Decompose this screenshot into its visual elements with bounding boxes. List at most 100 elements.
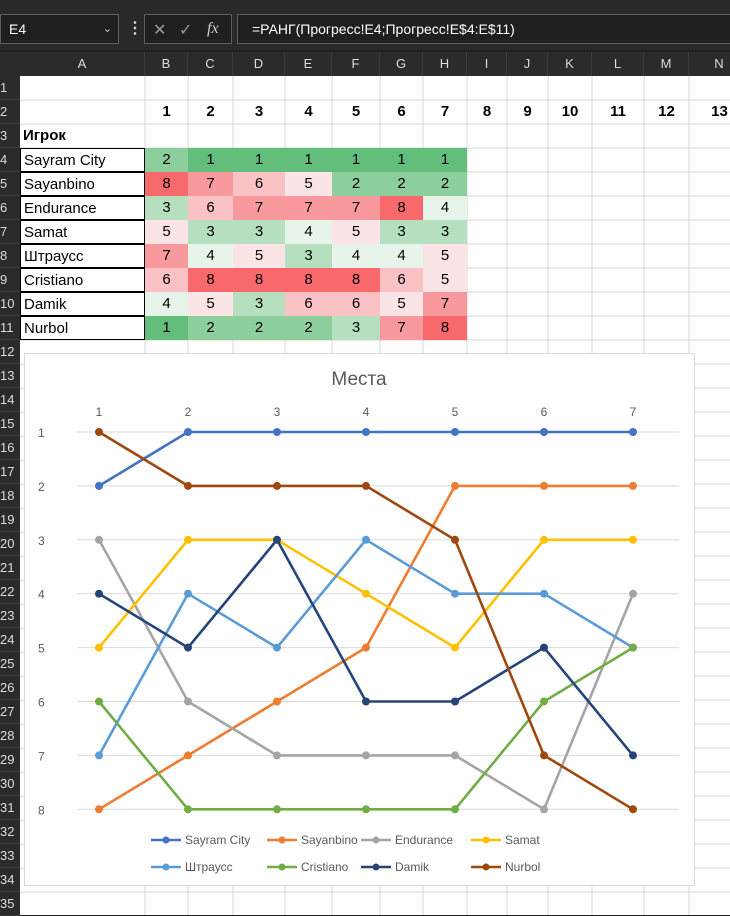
header-number-cell[interactable]: 8 <box>482 103 492 120</box>
rank-cell[interactable]: 4 <box>145 292 188 316</box>
rank-cell[interactable]: 2 <box>145 148 188 172</box>
rank-cell[interactable]: 6 <box>145 268 188 292</box>
rank-cell[interactable]: 6 <box>380 268 423 292</box>
column-header-h[interactable]: H <box>423 52 467 76</box>
rank-cell[interactable]: 1 <box>285 148 332 172</box>
confirm-icon[interactable]: ✓ <box>179 22 193 39</box>
rank-cell[interactable]: 7 <box>332 196 380 220</box>
row-header-28[interactable]: 28 <box>0 724 20 748</box>
row-header-8[interactable]: 8 <box>0 244 20 268</box>
player-header-cell[interactable]: Игрок <box>23 127 66 144</box>
row-header-9[interactable]: 9 <box>0 268 20 292</box>
row-header-29[interactable]: 29 <box>0 748 20 772</box>
player-name-cell[interactable]: Endurance <box>20 196 145 220</box>
row-header-27[interactable]: 27 <box>0 700 20 724</box>
row-header-4[interactable]: 4 <box>0 148 20 172</box>
column-header-b[interactable]: B <box>145 52 188 76</box>
row-header-26[interactable]: 26 <box>0 676 20 700</box>
row-header-19[interactable]: 19 <box>0 508 20 532</box>
row-header-1[interactable]: 1 <box>0 76 20 100</box>
rank-cell[interactable]: 3 <box>332 316 380 340</box>
select-all-corner[interactable] <box>0 52 20 76</box>
rank-cell[interactable]: 1 <box>188 148 233 172</box>
row-header-24[interactable]: 24 <box>0 628 20 652</box>
rank-cell[interactable]: 7 <box>380 316 423 340</box>
row-header-17[interactable]: 17 <box>0 460 20 484</box>
rank-cell[interactable]: 5 <box>423 244 467 268</box>
column-header-j[interactable]: J <box>507 52 548 76</box>
rank-cell[interactable]: 3 <box>188 220 233 244</box>
row-header-23[interactable]: 23 <box>0 604 20 628</box>
chevron-down-icon[interactable]: ⌄ <box>102 23 112 35</box>
row-header-10[interactable]: 10 <box>0 292 20 316</box>
header-number-cell[interactable]: 6 <box>397 103 406 120</box>
rank-cell[interactable]: 5 <box>233 244 285 268</box>
row-header-33[interactable]: 33 <box>0 844 20 868</box>
column-header-n[interactable]: N <box>689 52 730 76</box>
rank-cell[interactable]: 2 <box>332 172 380 196</box>
row-header-14[interactable]: 14 <box>0 388 20 412</box>
chart-places[interactable]: Места 1 2 3 4 5 6 7 8 1 2 3 4 5 6 7 Sayram City Sayanbin… <box>24 353 695 886</box>
header-number-cell[interactable]: 5 <box>351 103 361 120</box>
rank-cell[interactable]: 7 <box>188 172 233 196</box>
cancel-icon[interactable]: ✕ <box>153 22 167 39</box>
row-header-31[interactable]: 31 <box>0 796 20 820</box>
header-number-cell[interactable]: 10 <box>561 103 579 120</box>
rank-cell[interactable]: 1 <box>233 148 285 172</box>
rank-cell[interactable]: 1 <box>145 316 188 340</box>
row-header-34[interactable]: 34 <box>0 868 20 892</box>
column-header-l[interactable]: L <box>592 52 644 76</box>
rank-cell[interactable]: 3 <box>423 220 467 244</box>
row-header-16[interactable]: 16 <box>0 436 20 460</box>
player-name-cell[interactable]: Штраусс <box>20 244 145 268</box>
rank-cell[interactable]: 5 <box>380 292 423 316</box>
column-header-g[interactable]: G <box>380 52 423 76</box>
rank-cell[interactable]: 8 <box>188 268 233 292</box>
rank-cell[interactable]: 7 <box>285 196 332 220</box>
player-name-cell[interactable]: Samat <box>20 220 145 244</box>
column-header-c[interactable]: C <box>188 52 233 76</box>
column-header-f[interactable]: F <box>332 52 380 76</box>
row-header-7[interactable]: 7 <box>0 220 20 244</box>
player-name-cell[interactable]: Sayanbino <box>20 172 145 196</box>
rank-cell[interactable]: 4 <box>380 244 423 268</box>
rank-cell[interactable]: 8 <box>332 268 380 292</box>
row-header-6[interactable]: 6 <box>0 196 20 220</box>
column-header-d[interactable]: D <box>233 52 285 76</box>
player-name-cell[interactable]: Sayram City <box>20 148 145 172</box>
column-header-i[interactable]: I <box>467 52 507 76</box>
rank-cell[interactable]: 2 <box>233 316 285 340</box>
row-header-11[interactable]: 11 <box>0 316 20 340</box>
rank-cell[interactable]: 7 <box>423 292 467 316</box>
rank-cell[interactable]: 4 <box>188 244 233 268</box>
row-header-25[interactable]: 25 <box>0 652 20 676</box>
header-number-cell[interactable]: 9 <box>523 103 532 120</box>
column-header-k[interactable]: K <box>548 52 592 76</box>
rank-cell[interactable]: 1 <box>423 148 467 172</box>
rank-cell[interactable]: 3 <box>380 220 423 244</box>
column-header-e[interactable]: E <box>285 52 332 76</box>
rank-cell[interactable]: 6 <box>188 196 233 220</box>
rank-cell[interactable]: 3 <box>233 220 285 244</box>
rank-cell[interactable]: 5 <box>332 220 380 244</box>
row-header-15[interactable]: 15 <box>0 412 20 436</box>
header-number-cell[interactable]: 7 <box>440 103 450 120</box>
header-number-cell[interactable]: 3 <box>254 103 264 120</box>
rank-cell[interactable]: 4 <box>285 220 332 244</box>
player-name-cell[interactable]: Damik <box>20 292 145 316</box>
rank-cell[interactable]: 2 <box>188 316 233 340</box>
rank-cell[interactable]: 8 <box>233 268 285 292</box>
header-number-cell[interactable]: 2 <box>206 103 215 120</box>
header-number-cell[interactable]: 4 <box>304 103 313 120</box>
rank-cell[interactable]: 8 <box>423 316 467 340</box>
row-header-18[interactable]: 18 <box>0 484 20 508</box>
rank-cell[interactable]: 1 <box>380 148 423 172</box>
header-number-cell[interactable]: 13 <box>711 103 728 120</box>
rank-cell[interactable]: 3 <box>145 196 188 220</box>
rank-cell[interactable]: 5 <box>423 268 467 292</box>
rank-cell[interactable]: 4 <box>423 196 467 220</box>
header-number-cell[interactable]: 1 <box>162 103 171 120</box>
rank-cell[interactable]: 8 <box>285 268 332 292</box>
name-box[interactable]: E4 ⌄ <box>0 14 119 44</box>
rank-cell[interactable]: 2 <box>423 172 467 196</box>
